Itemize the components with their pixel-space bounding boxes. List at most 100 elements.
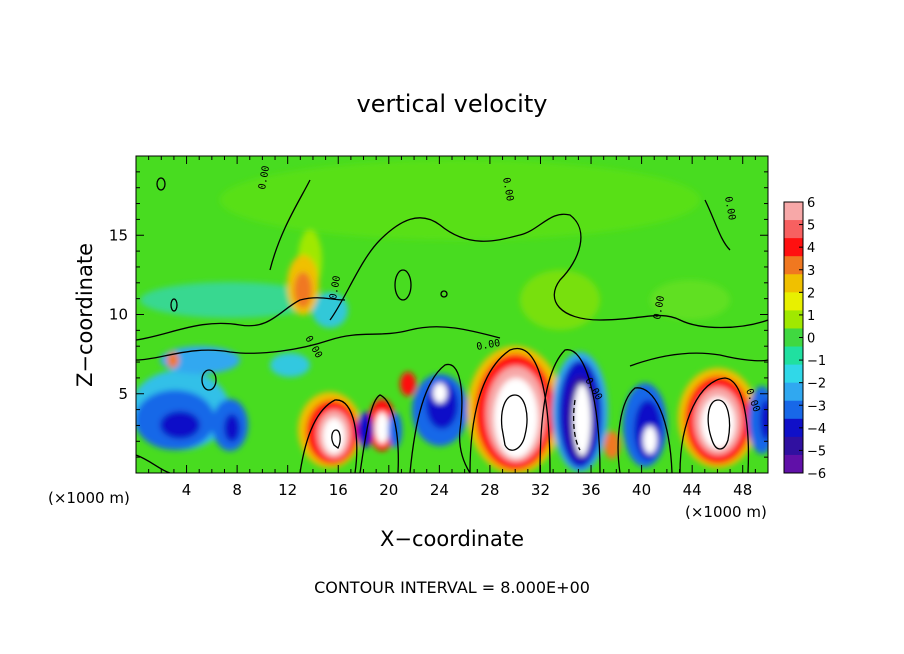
contour-label: 0.00	[257, 165, 272, 191]
y-axis-label: Z−coordinate	[73, 243, 97, 387]
y-tick-label: 15	[109, 226, 128, 244]
contour-line	[539, 349, 601, 473]
contour-line	[136, 326, 501, 361]
contour-line	[136, 454, 171, 473]
contour-line	[617, 387, 673, 473]
x-tick-label: 36	[581, 481, 600, 499]
downdraft-patch	[388, 412, 402, 448]
colorbar-swatch	[784, 220, 803, 239]
updraft-patch	[167, 352, 179, 368]
colorbar-swatch	[784, 418, 803, 438]
colorbar-swatch	[784, 292, 803, 311]
downdraft-core	[573, 384, 591, 456]
colorbar-label: 1	[807, 309, 815, 324]
colorbar-swatch	[784, 400, 803, 420]
colorbar-label: 3	[807, 264, 815, 279]
x-unit-left: (×1000 m)	[48, 489, 130, 507]
colorbar-label: 6	[807, 196, 815, 211]
plot-area: 0.00 0.00 0.00 0.00 0.00 0.00 0.00 0.00 …	[136, 156, 768, 473]
colorbar-swatch	[784, 256, 803, 275]
contour-label: 0.00	[500, 177, 515, 203]
field-patch	[220, 160, 700, 240]
contour-loop	[170, 298, 178, 312]
contour-lines	[136, 177, 768, 473]
x-tick-label: 32	[531, 481, 550, 499]
colorbar-swatch	[784, 454, 803, 474]
colorbar-swatch	[784, 382, 803, 402]
updraft-core	[494, 378, 538, 458]
colorbar: 6 5 4 3 2 1 0 −1 −2 −3 −4 −5 −6	[783, 196, 826, 482]
contour-label: 0.00	[652, 295, 667, 321]
downdraft-core	[643, 426, 657, 454]
contour-label: 0.00	[722, 196, 737, 222]
contour-loop	[394, 269, 412, 301]
colorbar-label: −1	[807, 354, 826, 369]
colorbar-swatch	[784, 328, 803, 348]
downdraft-patch	[760, 400, 768, 440]
field-patch	[650, 280, 730, 320]
x-unit-right: (×1000 m)	[685, 503, 767, 521]
y-tick-label: 10	[109, 306, 128, 324]
updraft-core	[323, 418, 345, 454]
colorbar-label: 4	[807, 241, 815, 256]
colorbar-swatch	[784, 202, 803, 221]
downdraft-core	[433, 383, 447, 403]
contour-line	[704, 199, 731, 251]
contour-loop	[331, 429, 341, 449]
field-patch	[140, 282, 320, 318]
updraft-patch	[294, 272, 312, 308]
x-tick-label: 28	[480, 481, 499, 499]
colorbar-label: −5	[807, 444, 826, 459]
contour-line	[329, 213, 768, 329]
x-tick-label: 40	[632, 481, 651, 499]
x-axis-label: X−coordinate	[380, 527, 524, 551]
contour-loop	[440, 290, 448, 298]
colorbar-swatch	[784, 238, 803, 257]
colorbar-label: −6	[807, 467, 826, 482]
colorbar-swatch	[784, 364, 803, 384]
contour-line-dashed	[573, 399, 581, 451]
x-tick-label: 12	[278, 481, 297, 499]
y-tick-label: 5	[118, 385, 128, 403]
field-patch	[520, 270, 600, 330]
colorbar-swatch	[784, 310, 803, 329]
contour-loop	[201, 369, 217, 391]
updraft-patch	[604, 431, 620, 459]
contour-label: 0.00	[328, 275, 343, 301]
contour-line	[136, 297, 346, 341]
colorbar-swatch	[784, 436, 803, 456]
contour-line	[269, 179, 311, 271]
field-patch	[312, 292, 348, 328]
colorbar-swatch	[784, 274, 803, 293]
x-tick-label: 44	[683, 481, 702, 499]
colorbar-label: −2	[807, 377, 826, 392]
updraft-core	[375, 412, 389, 444]
colorbar-label: −4	[807, 422, 826, 437]
velocity-field	[136, 160, 768, 473]
contour-line	[629, 352, 768, 367]
contour-line	[409, 363, 471, 473]
contour-line	[679, 377, 750, 473]
x-tick-label: 4	[182, 481, 192, 499]
chart-title: vertical velocity	[357, 90, 548, 118]
x-tick-label: 48	[733, 481, 752, 499]
downdraft-patch	[160, 411, 200, 439]
colorbar-swatch	[784, 346, 803, 366]
contour-loop	[500, 394, 528, 451]
x-tick-label: 20	[379, 481, 398, 499]
colorbar-label: 0	[807, 332, 815, 347]
contour-line	[299, 399, 358, 473]
contour-line	[469, 347, 551, 473]
x-tick-label: 16	[329, 481, 348, 499]
x-tick-label: 8	[232, 481, 242, 499]
contour-label: 0.00	[476, 338, 502, 353]
updraft-patch	[400, 372, 416, 396]
colorbar-label: −3	[807, 399, 826, 414]
contour-interval-note: CONTOUR INTERVAL = 8.000E+00	[314, 578, 590, 597]
contour-loop	[707, 399, 731, 450]
contour-loop	[156, 177, 166, 191]
contour-line	[359, 394, 399, 473]
x-tick-label: 24	[430, 481, 449, 499]
